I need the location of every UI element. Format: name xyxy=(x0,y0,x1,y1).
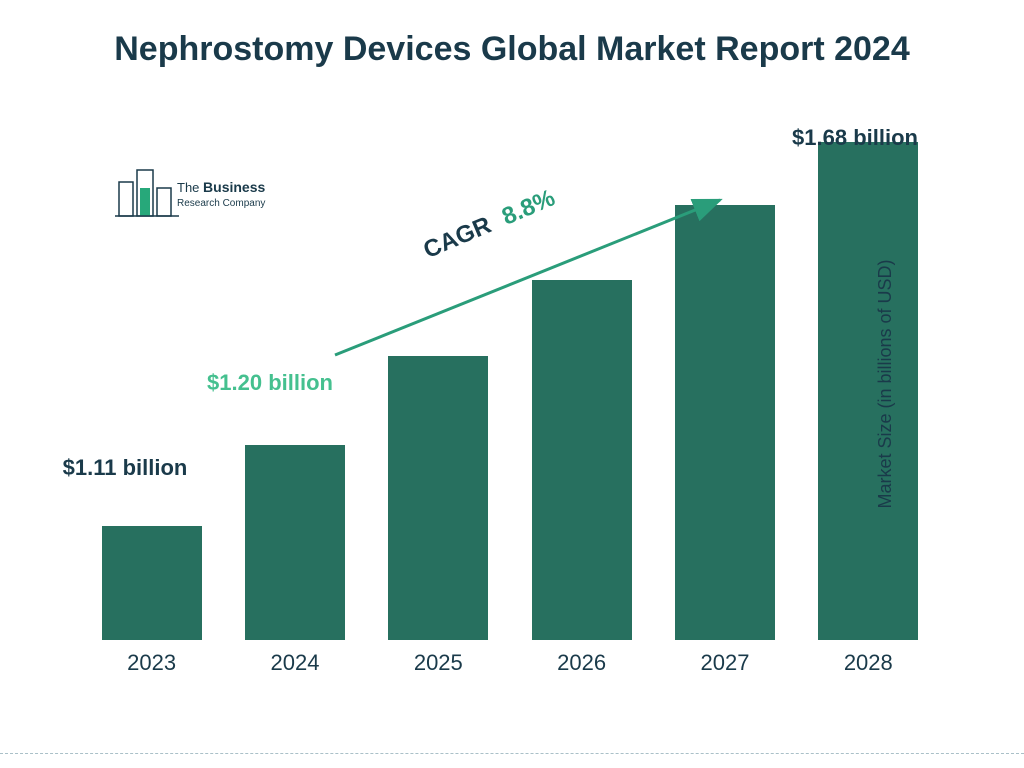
bar xyxy=(818,142,918,640)
value-label-2024: $1.20 billion xyxy=(205,370,335,396)
chart-container: Nephrostomy Devices Global Market Report… xyxy=(0,0,1024,768)
bar-2028: 2028 xyxy=(797,142,940,640)
bar xyxy=(102,526,202,640)
bar-2025: 2025 xyxy=(367,356,510,640)
bottom-divider xyxy=(0,753,1024,754)
value-label-2023: $1.11 billion xyxy=(60,455,190,481)
chart-title: Nephrostomy Devices Global Market Report… xyxy=(0,28,1024,71)
yaxis-label: Market Size (in billions of USD) xyxy=(875,259,896,508)
bar xyxy=(388,356,488,640)
bar xyxy=(245,445,345,640)
bar-2023: 2023 xyxy=(80,526,223,640)
bar-2024: 2024 xyxy=(223,445,366,640)
xlabel: 2028 xyxy=(844,650,893,676)
xlabel: 2026 xyxy=(557,650,606,676)
xlabel: 2023 xyxy=(127,650,176,676)
value-label-2028: $1.68 billion xyxy=(790,125,920,151)
xlabel: 2027 xyxy=(700,650,749,676)
xlabel: 2025 xyxy=(414,650,463,676)
xlabel: 2024 xyxy=(271,650,320,676)
